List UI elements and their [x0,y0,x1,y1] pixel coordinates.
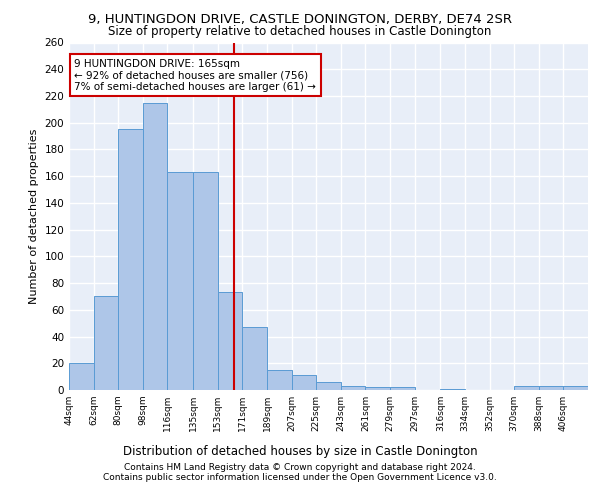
Bar [94,296,118,390]
Bar [118,130,143,390]
Bar [242,327,267,390]
Bar [267,370,292,390]
Bar [69,364,94,390]
Bar [292,376,316,390]
Bar [440,388,465,390]
Bar [193,172,218,390]
Text: Distribution of detached houses by size in Castle Donington: Distribution of detached houses by size … [122,444,478,458]
Bar [167,172,193,390]
Bar [365,388,390,390]
Text: 9, HUNTINGDON DRIVE, CASTLE DONINGTON, DERBY, DE74 2SR: 9, HUNTINGDON DRIVE, CASTLE DONINGTON, D… [88,12,512,26]
Bar [341,386,365,390]
Text: Contains HM Land Registry data © Crown copyright and database right 2024.: Contains HM Land Registry data © Crown c… [124,464,476,472]
Bar [390,388,415,390]
Bar [218,292,242,390]
Y-axis label: Number of detached properties: Number of detached properties [29,128,39,304]
Text: 9 HUNTINGDON DRIVE: 165sqm
← 92% of detached houses are smaller (756)
7% of semi: 9 HUNTINGDON DRIVE: 165sqm ← 92% of deta… [74,58,316,92]
Text: Contains public sector information licensed under the Open Government Licence v3: Contains public sector information licen… [103,474,497,482]
Bar [539,386,563,390]
Text: Size of property relative to detached houses in Castle Donington: Size of property relative to detached ho… [109,25,491,38]
Bar [514,386,539,390]
Bar [143,102,167,390]
Bar [316,382,341,390]
Bar [563,386,588,390]
